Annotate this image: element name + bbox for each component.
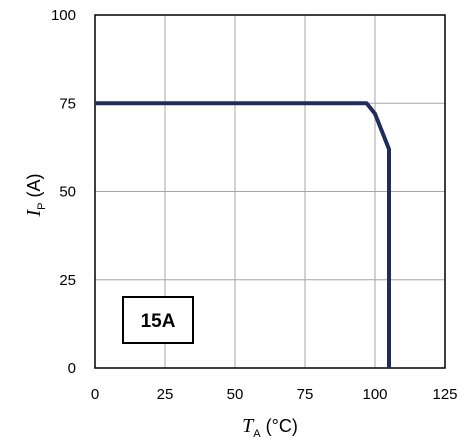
x-tick-label: 50 <box>227 386 244 403</box>
x-axis-symbol: T <box>242 415 255 437</box>
x-tick-label: 0 <box>91 386 99 403</box>
x-tick-labels: 0 25 50 75 100 125 <box>91 386 458 403</box>
x-axis-title: TA (°C) <box>242 415 298 440</box>
y-tick-labels: 0 25 50 75 100 <box>51 7 76 377</box>
annotation-box: 15A <box>122 296 194 344</box>
x-axis-unit: (°C) <box>261 416 298 436</box>
annotation-label: 15A <box>141 311 176 332</box>
y-tick-label: 25 <box>59 272 76 289</box>
x-axis-subscript: A <box>253 428 261 440</box>
y-axis-unit: (A) <box>24 173 44 202</box>
plot-area-frame <box>94 14 446 369</box>
annotation-frame <box>122 296 194 344</box>
x-tick-label: 25 <box>157 386 174 403</box>
x-tick-label: 75 <box>297 386 314 403</box>
y-axis-title: IP (A) <box>23 173 48 217</box>
y-tick-label: 100 <box>51 7 76 24</box>
y-tick-label: 0 <box>68 360 76 377</box>
x-tick-label: 125 <box>432 386 457 403</box>
y-tick-label: 75 <box>59 95 76 112</box>
series-layer <box>95 101 391 368</box>
y-axis-symbol: I <box>23 209 45 218</box>
x-tick-label: 100 <box>362 386 387 403</box>
series-line <box>95 101 391 368</box>
y-tick-label: 50 <box>59 184 76 201</box>
y-axis-subscript: P <box>36 202 48 209</box>
